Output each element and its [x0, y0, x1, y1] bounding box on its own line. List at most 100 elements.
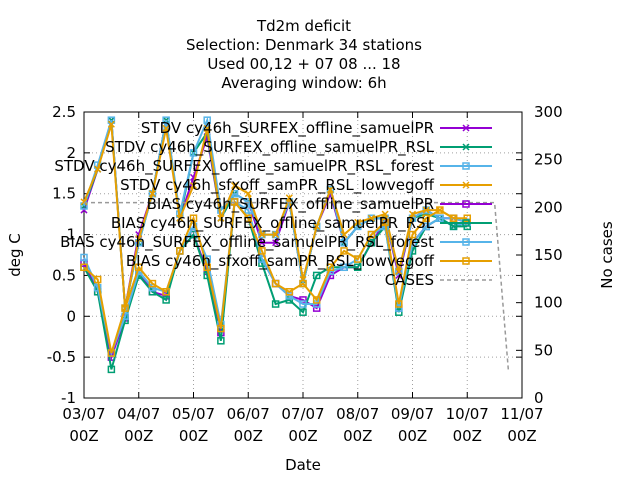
data-point: [189, 214, 198, 222]
y2-tick-label: 100: [534, 294, 563, 312]
data-point: [312, 271, 321, 280]
chart-title-line: Td2m deficit: [256, 17, 351, 35]
x-tick-label-hour: 00Z: [124, 427, 153, 445]
data-point: [176, 247, 184, 255]
data-point: [395, 304, 403, 312]
x-tick-label-day: 05/07: [172, 405, 215, 423]
data-point: [93, 275, 102, 284]
data-point: [367, 214, 375, 222]
data-point: [408, 210, 417, 218]
data-point: [80, 253, 88, 262]
data-point: [340, 247, 348, 255]
data-point: [354, 263, 362, 272]
data-point: [395, 267, 403, 275]
x-tick-label-hour: 00Z: [507, 427, 536, 445]
data-point: [80, 263, 88, 272]
x-tick-label-day: 11/07: [500, 405, 543, 423]
data-point: [258, 247, 266, 255]
chart-title-line: Averaging window: 6h: [221, 74, 386, 92]
legend-marker: [462, 143, 470, 151]
series-line: [83, 199, 468, 354]
x-tick-label-day: 08/07: [336, 405, 379, 423]
data-point: [107, 349, 116, 357]
legend-marker: [462, 238, 470, 246]
data-point: [340, 231, 348, 239]
legend-marker: [462, 181, 470, 189]
y-axis-label: deg C: [6, 233, 24, 277]
x-tick-label-day: 09/07: [391, 405, 434, 423]
data-point: [176, 214, 184, 222]
legend-label: CASES: [385, 271, 434, 289]
data-point: [271, 300, 280, 308]
legend-label: BIAS cy46h_SURFEX_offline_samuelPR_RSL: [111, 214, 435, 233]
data-point: [367, 238, 376, 247]
data-point: [326, 263, 335, 272]
x-tick-label-hour: 00Z: [453, 427, 482, 445]
data-point: [422, 214, 430, 222]
data-point: [217, 214, 225, 222]
data-point: [463, 214, 471, 222]
x-tick-label-day: 06/07: [227, 405, 270, 423]
data-point: [203, 263, 211, 272]
y-tick-label: 2.5: [52, 103, 76, 121]
x-axis-label: Date: [285, 456, 321, 474]
legend-label: BIAS cy46h_SURFEX_offline_samuelPR: [147, 195, 434, 214]
data-point: [312, 296, 321, 304]
data-point: [135, 263, 143, 272]
data-point: [135, 235, 143, 243]
series-line: [84, 201, 510, 370]
data-point: [354, 255, 362, 263]
data-point: [354, 218, 362, 226]
data-point: [408, 230, 417, 239]
data-point: [107, 120, 115, 128]
data-point: [107, 116, 116, 124]
data-point: [162, 296, 170, 304]
chart-title-line: Selection: Denmark 34 stations: [186, 36, 422, 54]
data-point: [244, 206, 252, 214]
x-tick-label-hour: 00Z: [234, 427, 263, 445]
chart-title-line: Used 00,12 + 07 08 ... 18: [207, 55, 400, 73]
data-point: [422, 206, 430, 214]
data-point: [203, 116, 211, 124]
x-tick-label-day: 07/07: [281, 405, 324, 423]
data-point: [148, 190, 156, 198]
legend-label: STDV cy46h_SURFEX_offline_samuelPR: [141, 119, 434, 138]
y2-tick-label: 0: [534, 389, 544, 407]
data-point: [121, 304, 129, 312]
data-point: [436, 214, 444, 222]
data-point: [381, 218, 389, 227]
legend-label: BIAS cy46h_SURFEX_offline_samuelPR_RSL_f…: [60, 233, 434, 252]
data-point: [244, 214, 252, 222]
data-point: [340, 238, 348, 247]
data-point: [436, 206, 444, 214]
data-point: [244, 190, 252, 198]
y2-tick-label: 50: [534, 341, 553, 359]
data-point: [312, 304, 321, 312]
y2-axis-label: No cases: [598, 221, 616, 289]
legend-label: STDV cy46h_sfxoff_samPR_RSL_lowvegoff: [120, 176, 435, 195]
legend-marker: [462, 257, 470, 265]
data-point: [299, 308, 307, 316]
legend-marker: [462, 162, 470, 170]
x-tick-label-hour: 00Z: [343, 427, 372, 445]
x-tick-label-day: 03/07: [62, 405, 105, 423]
y2-tick-label: 250: [534, 151, 563, 169]
data-point: [449, 214, 458, 222]
y-tick-label: 0: [66, 307, 76, 325]
data-point: [148, 288, 157, 296]
y2-tick-label: 150: [534, 246, 563, 264]
data-point: [367, 230, 376, 239]
y-tick-label: -1: [61, 389, 76, 407]
data-point: [285, 288, 294, 296]
data-point: [189, 182, 198, 190]
legend-label: STDV cy46h_SURFEX_offline_samuelPR_RSL: [105, 138, 435, 157]
data-point: [313, 222, 321, 230]
x-tick-label-hour: 00Z: [398, 427, 427, 445]
data-point: [395, 308, 403, 316]
data-point: [299, 279, 307, 288]
data-point: [231, 182, 239, 190]
data-point: [381, 210, 389, 218]
data-point: [258, 231, 266, 239]
data-point: [395, 300, 403, 308]
